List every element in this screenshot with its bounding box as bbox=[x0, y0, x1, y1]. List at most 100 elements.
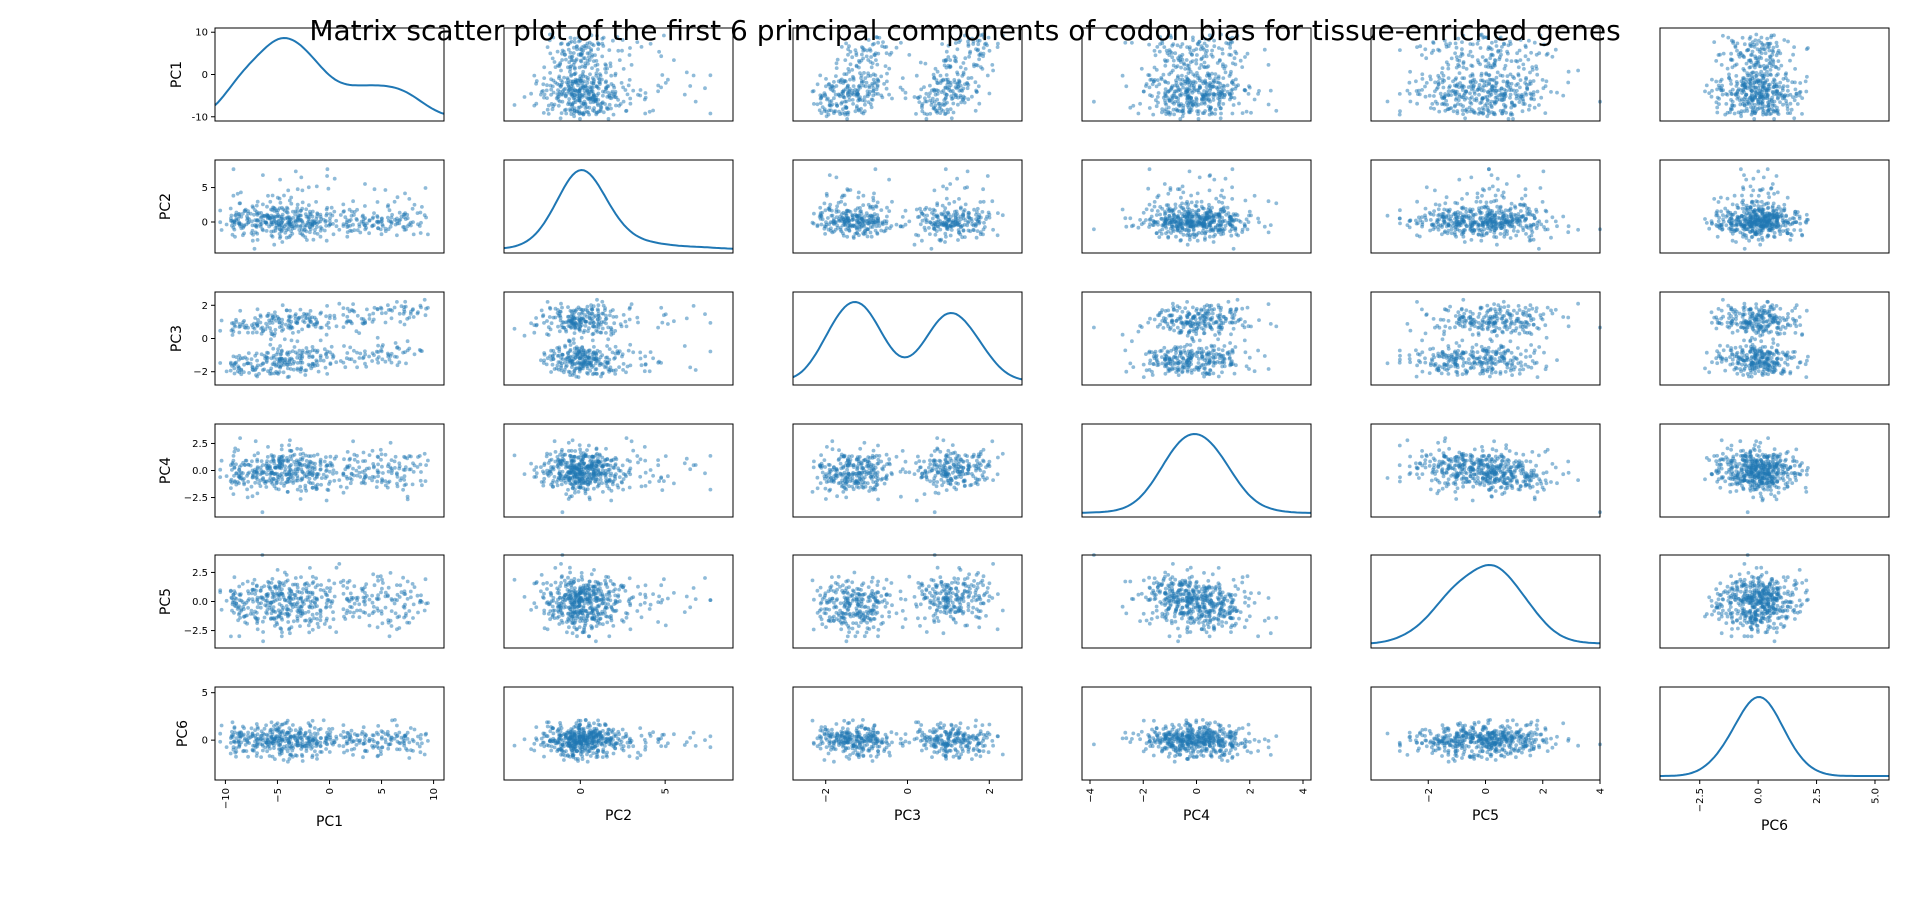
scatter-point bbox=[1742, 90, 1746, 94]
scatter-point bbox=[846, 47, 850, 52]
scatter-point bbox=[869, 105, 874, 110]
scatter-point bbox=[1501, 212, 1505, 216]
scatter-point bbox=[866, 213, 870, 218]
scatter-point bbox=[1177, 54, 1182, 59]
scatter-point bbox=[318, 219, 323, 224]
scatter-point bbox=[1484, 102, 1489, 106]
scatter-point bbox=[864, 54, 869, 59]
scatter-point bbox=[585, 41, 590, 46]
scatter-point bbox=[1236, 83, 1240, 88]
scatter-point bbox=[418, 231, 423, 235]
panel-frame bbox=[792, 27, 1023, 122]
scatter-point bbox=[933, 223, 938, 228]
scatter-point bbox=[1163, 63, 1168, 68]
scatter-point bbox=[972, 228, 976, 233]
scatter-point bbox=[1730, 238, 1735, 243]
scatter-point bbox=[1515, 88, 1519, 93]
scatter-point bbox=[835, 57, 840, 62]
scatter-point bbox=[312, 231, 317, 235]
scatter-point bbox=[1517, 96, 1522, 101]
scatter-point bbox=[1185, 205, 1190, 210]
scatter-point bbox=[1146, 186, 1151, 191]
scatter-point bbox=[402, 225, 407, 229]
scatter-point bbox=[1449, 93, 1453, 97]
scatter-point bbox=[912, 242, 917, 247]
scatter-point bbox=[853, 48, 858, 52]
scatter-point bbox=[1540, 78, 1545, 82]
scatter-point bbox=[952, 200, 957, 204]
scatter-point bbox=[873, 228, 878, 233]
scatter-point bbox=[355, 228, 360, 233]
scatter-point bbox=[563, 86, 568, 91]
scatter-point bbox=[1719, 77, 1724, 82]
scatter-point bbox=[608, 64, 613, 69]
scatter-point bbox=[1179, 205, 1184, 210]
scatter-point bbox=[1501, 79, 1506, 84]
scatter-point bbox=[598, 72, 602, 76]
scatter-point bbox=[596, 41, 600, 45]
scatter-point bbox=[903, 208, 908, 213]
scatter-point bbox=[1167, 218, 1172, 223]
scatter-point bbox=[1170, 55, 1175, 60]
scatter-point bbox=[1747, 238, 1751, 243]
scatter-point bbox=[1480, 55, 1485, 59]
scatter-point bbox=[966, 228, 971, 233]
scatter-point bbox=[1534, 226, 1539, 231]
scatter-point bbox=[1188, 60, 1193, 65]
scatter-point bbox=[1170, 94, 1175, 99]
scatter-point bbox=[613, 91, 618, 96]
scatter-point bbox=[1207, 174, 1212, 178]
scatter-point bbox=[1788, 92, 1793, 97]
scatter-point bbox=[945, 86, 950, 91]
scatter-point bbox=[928, 91, 932, 96]
scatter-point bbox=[1774, 40, 1779, 45]
scatter-point bbox=[1456, 222, 1461, 227]
scatter-point bbox=[588, 100, 593, 105]
scatter-point bbox=[567, 60, 572, 65]
scatter-point bbox=[1444, 60, 1449, 65]
scatter-point bbox=[1492, 199, 1496, 204]
scatter-point bbox=[859, 106, 863, 111]
scatter-point bbox=[1785, 107, 1790, 112]
scatter-point bbox=[1252, 97, 1257, 102]
scatter-point bbox=[586, 45, 591, 49]
scatter-point bbox=[361, 213, 365, 218]
scatter-point bbox=[1190, 208, 1195, 213]
panel-PC2-vs-PC5 bbox=[1370, 159, 1602, 254]
scatter-point bbox=[1420, 53, 1424, 57]
scatter-point bbox=[348, 228, 353, 233]
scatter-point bbox=[585, 58, 590, 63]
y-axis-label-PC2: PC2 bbox=[158, 193, 174, 220]
scatter-point bbox=[1208, 88, 1213, 92]
scatter-point bbox=[965, 86, 970, 91]
scatter-point bbox=[1766, 201, 1770, 206]
scatter-point bbox=[889, 224, 894, 228]
scatter-point bbox=[1460, 108, 1465, 113]
scatter-point bbox=[1147, 85, 1152, 90]
scatter-point bbox=[1531, 79, 1536, 83]
scatter-point bbox=[857, 60, 862, 65]
scatter-point bbox=[310, 218, 315, 223]
scatter-point bbox=[334, 224, 339, 229]
scatter-point bbox=[985, 174, 990, 178]
scatter-point bbox=[1513, 205, 1518, 210]
scatter-point bbox=[882, 82, 886, 86]
scatter-point bbox=[1498, 232, 1503, 236]
scatter-point bbox=[884, 45, 889, 49]
scatter-point bbox=[1745, 73, 1750, 78]
scatter-point bbox=[1543, 111, 1548, 115]
scatter-point bbox=[1771, 201, 1776, 206]
scatter-point bbox=[1792, 45, 1796, 49]
scatter-point bbox=[1148, 78, 1153, 82]
scatter-point bbox=[1407, 80, 1412, 85]
scatter-point bbox=[1141, 89, 1146, 94]
scatter-point bbox=[1188, 218, 1193, 223]
scatter-point bbox=[583, 63, 588, 68]
scatter-point bbox=[990, 63, 995, 67]
panel-PC2-vs-PC6 bbox=[1659, 159, 1890, 254]
scatter-point bbox=[1504, 58, 1509, 62]
scatter-point bbox=[1526, 57, 1531, 62]
scatter-point bbox=[851, 223, 855, 228]
scatter-point bbox=[1715, 87, 1719, 92]
scatter-point bbox=[1446, 228, 1451, 233]
